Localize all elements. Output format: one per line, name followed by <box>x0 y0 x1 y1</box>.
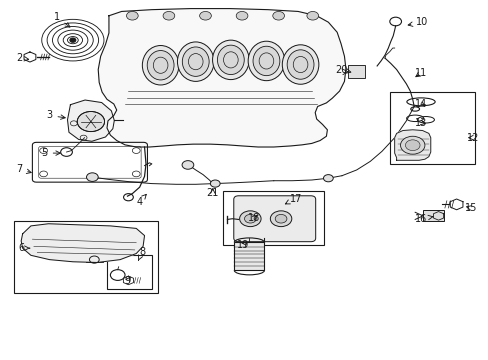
Text: 12: 12 <box>466 133 478 143</box>
Text: 5: 5 <box>41 148 60 158</box>
Circle shape <box>210 180 220 187</box>
Ellipse shape <box>217 45 244 75</box>
Text: 15: 15 <box>464 203 476 213</box>
Circle shape <box>405 140 419 150</box>
Circle shape <box>236 12 247 20</box>
Circle shape <box>323 175 332 182</box>
Text: 9: 9 <box>124 276 130 286</box>
Ellipse shape <box>282 45 318 84</box>
Circle shape <box>400 136 424 154</box>
Text: 16: 16 <box>414 214 432 224</box>
Circle shape <box>70 38 76 42</box>
Circle shape <box>163 12 174 20</box>
Bar <box>389 92 474 164</box>
Text: 19: 19 <box>237 240 249 250</box>
Circle shape <box>244 215 256 223</box>
Bar <box>107 255 152 289</box>
Circle shape <box>272 12 284 20</box>
Text: 3: 3 <box>46 111 65 121</box>
Circle shape <box>306 12 318 20</box>
Circle shape <box>126 12 138 20</box>
Text: 18: 18 <box>247 213 260 222</box>
Bar <box>14 221 158 293</box>
Circle shape <box>275 215 286 223</box>
Circle shape <box>199 12 211 20</box>
Circle shape <box>77 112 104 132</box>
Bar <box>234 242 264 270</box>
Circle shape <box>270 211 291 226</box>
Bar <box>347 65 365 78</box>
Circle shape <box>239 211 261 226</box>
Text: 2: 2 <box>16 53 29 63</box>
Ellipse shape <box>247 41 284 81</box>
Polygon shape <box>98 9 345 147</box>
Text: 20: 20 <box>334 64 350 75</box>
Text: 10: 10 <box>407 17 427 27</box>
Text: 11: 11 <box>414 68 426 78</box>
Text: 17: 17 <box>285 194 301 204</box>
Text: 14: 14 <box>414 99 426 109</box>
Text: 1: 1 <box>54 12 70 27</box>
Text: 6: 6 <box>18 243 30 253</box>
Ellipse shape <box>252 46 279 76</box>
Polygon shape <box>394 130 430 160</box>
Text: 7: 7 <box>16 164 31 174</box>
Ellipse shape <box>142 45 179 85</box>
Ellipse shape <box>212 40 248 80</box>
Circle shape <box>182 161 193 169</box>
Ellipse shape <box>147 50 174 80</box>
Ellipse shape <box>286 50 313 79</box>
Text: 4: 4 <box>136 194 146 207</box>
Polygon shape <box>67 100 114 141</box>
FancyBboxPatch shape <box>233 196 315 242</box>
Text: 21: 21 <box>206 188 219 198</box>
Bar <box>422 211 444 221</box>
Circle shape <box>86 173 98 181</box>
Polygon shape <box>21 224 144 262</box>
Text: 13: 13 <box>414 118 426 128</box>
Text: 8: 8 <box>138 247 145 260</box>
Ellipse shape <box>182 47 209 76</box>
Ellipse shape <box>177 42 214 81</box>
Bar <box>222 191 324 245</box>
